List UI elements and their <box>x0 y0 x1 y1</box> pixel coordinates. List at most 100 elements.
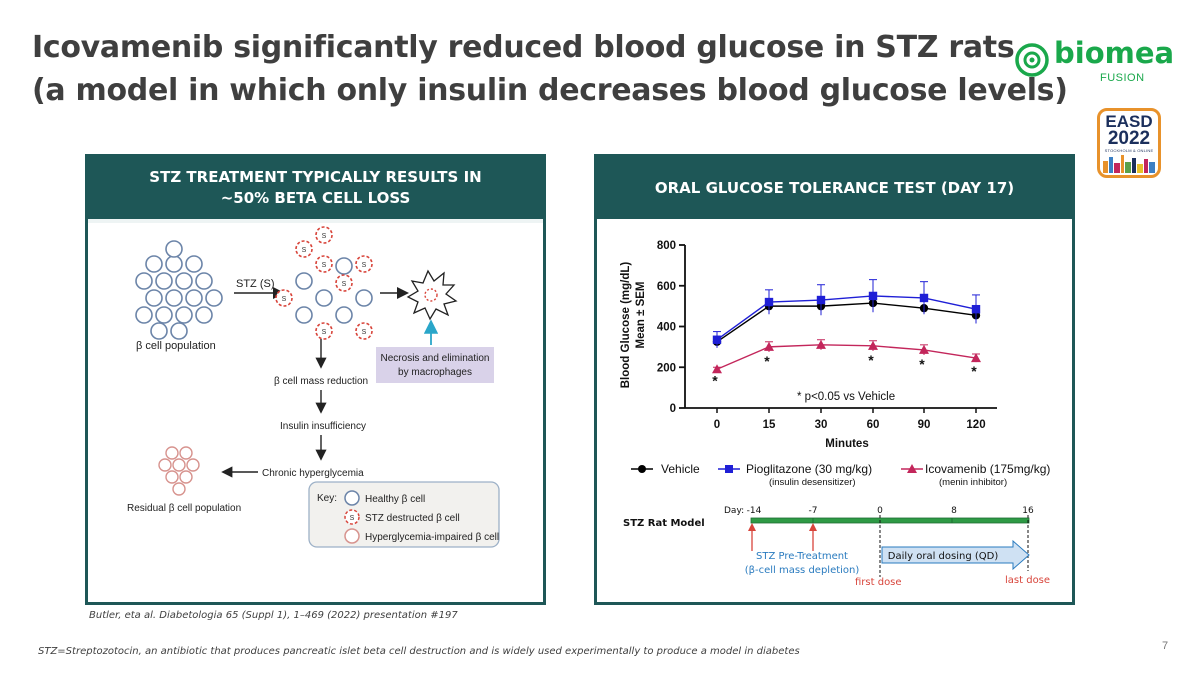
mass-reduction-label: β cell mass reduction <box>274 376 368 387</box>
x-tick-label: 0 <box>714 419 720 431</box>
y-tick-label: 200 <box>657 362 676 374</box>
stz-treatment-panel-header: STZ TREATMENT TYPICALLY RESULTS IN ~50% … <box>88 157 543 219</box>
legend-icovamenib: Icovamenib (175mg/kg) <box>925 462 1050 476</box>
data-point <box>971 304 981 314</box>
y-axis-subtitle: Mean ± SEM <box>635 281 647 348</box>
data-point <box>919 344 929 354</box>
first-dose-label: first dose <box>855 577 902 588</box>
stz-definition-footnote: STZ=Streptozotocin, an antibiotic that p… <box>38 646 800 657</box>
x-tick-label: 15 <box>763 419 776 431</box>
ogtt-chart-figure: Blood Glucose (mg/dL) Mean ± SEM Minutes… <box>620 240 1050 588</box>
key-healthy-label: Healthy β cell <box>365 494 425 505</box>
pretreatment-line2: (β-cell mass depletion) <box>745 565 860 576</box>
easd-badge-title: EASD <box>1105 112 1153 131</box>
key-impaired-label: Hyperglycemia-impaired β cell <box>365 532 499 543</box>
legend-pioglitazone-sub: (insulin desensitizer) <box>769 477 856 488</box>
x-axis-ticks: 0 15 30 60 90 120 <box>714 408 986 431</box>
diagram-key: Key: Healthy β cell S STZ destructed β c… <box>308 481 500 548</box>
data-point <box>712 335 722 344</box>
citation-footnote: Butler, eta al. Diabetologia 65 (Suppl 1… <box>89 610 458 621</box>
significance-asterisk: * <box>971 363 977 379</box>
biomea-logo-mark-icon <box>1015 43 1049 77</box>
pretreatment-line1: STZ Pre-Treatment <box>756 551 848 562</box>
slide-title: Icovamenib significantly reduced blood g… <box>32 26 1068 112</box>
s-marker: S <box>322 329 327 336</box>
data-point <box>764 297 774 307</box>
y-tick-label: 0 <box>670 403 676 415</box>
easd-badge-year: 2022 <box>1107 128 1151 149</box>
s-marker: S <box>282 296 287 303</box>
data-point <box>764 341 774 351</box>
y-tick-label: 600 <box>657 281 676 293</box>
series-line <box>716 295 977 341</box>
legend-vehicle: Vehicle <box>661 462 700 476</box>
ogtt-panel: ORAL GLUCOSE TOLERANCE TEST (DAY 17) Blo… <box>594 154 1075 605</box>
significance-asterisk: * <box>712 372 718 388</box>
dosing-timeline: STZ Rat Model Day: -14 -7 0 8 16 STZ Pre-Tre… <box>623 506 1050 588</box>
timeline-day: 8 <box>951 506 957 516</box>
biomea-logo-word: biomea <box>1054 36 1175 70</box>
biomea-logo: biomea FUSION <box>1014 36 1174 92</box>
page-number: 7 <box>1162 640 1169 652</box>
timeline-day: -14 <box>747 506 762 516</box>
x-tick-label: 30 <box>815 419 828 431</box>
data-point <box>712 364 722 374</box>
beta-cell-population-label: β cell population <box>136 340 216 352</box>
insulin-insufficiency-label: Insulin insufficiency <box>280 421 366 432</box>
necrosis-burst-icon <box>406 269 458 321</box>
significance-asterisk: * <box>868 352 874 368</box>
chart-axes <box>684 245 997 409</box>
legend-icovamenib-sub: (menin inhibitor) <box>939 477 1007 488</box>
legend-pioglitazone: Pioglitazone (30 mg/kg) <box>746 462 872 476</box>
s-marker: S <box>362 329 367 336</box>
timeline-day: 0 <box>877 506 883 516</box>
stz-treatment-panel: STZ TREATMENT TYPICALLY RESULTS IN ~50% … <box>85 154 546 605</box>
key-stz-label: STZ destructed β cell <box>365 513 460 524</box>
necrosis-label-line1: Necrosis and elimination <box>381 353 490 364</box>
y-axis-title: Blood Glucose (mg/dL) <box>620 262 632 389</box>
x-tick-label: 60 <box>867 419 880 431</box>
necrosis-label-line2: by macrophages <box>398 367 472 378</box>
key-title: Key: <box>317 493 337 504</box>
significance-markers: * * * * * <box>712 352 977 388</box>
daily-dosing-arrow <box>881 539 1030 571</box>
timeline-day-label: Day: <box>724 506 744 516</box>
data-point <box>868 291 878 301</box>
y-axis-ticks: 0 200 400 600 800 <box>657 240 685 415</box>
significance-note: * p<0.05 vs Vehicle <box>797 391 895 403</box>
significance-asterisk: * <box>764 353 770 369</box>
residual-population-label: Residual β cell population <box>127 503 241 514</box>
ogtt-panel-header: ORAL GLUCOSE TOLERANCE TEST (DAY 17) <box>597 157 1072 219</box>
s-marker: S <box>342 281 347 288</box>
easd-2022-badge: EASD 2022 STOCKHOLM & ONLINE <box>1097 108 1161 178</box>
ogtt-panel-title: ORAL GLUCOSE TOLERANCE TEST (DAY 17) <box>654 178 1015 197</box>
y-tick-label: 400 <box>657 322 676 334</box>
stz-arrow-label: STZ (S) <box>236 278 275 290</box>
slide-title-line2: (a model in which only insulin decreases… <box>32 73 1068 108</box>
s-marker: S <box>302 247 307 254</box>
timeline-day-labels: -14 -7 0 8 16 <box>747 506 1034 516</box>
data-point <box>971 353 981 363</box>
slide-title-line1: Icovamenib significantly reduced blood g… <box>32 30 1015 65</box>
data-point <box>868 340 878 350</box>
x-tick-label: 90 <box>918 419 931 431</box>
s-marker: S <box>362 262 367 269</box>
chart-series <box>712 279 981 374</box>
timeline-model-label: STZ Rat Model <box>623 518 705 529</box>
healthy-cell-cluster <box>135 240 223 340</box>
residual-cell-cluster <box>158 446 200 496</box>
s-marker: S <box>322 233 327 240</box>
data-point <box>816 339 826 349</box>
beta-cell-loss-diagram: β cell population STZ (S) S S S S S S <box>88 219 543 548</box>
daily-dosing-label: Daily oral dosing (QD) <box>888 551 999 562</box>
stz-treated-cluster: S S S S S S S S <box>275 226 373 340</box>
data-point <box>816 295 826 305</box>
stz-treatment-panel-title: STZ TREATMENT TYPICALLY RESULTS IN ~50% … <box>149 168 482 207</box>
chart-legend: Vehicle Pioglitazone (30 mg/kg) (insulin… <box>631 462 1050 488</box>
series-line <box>716 302 977 343</box>
x-tick-label: 120 <box>966 419 985 431</box>
data-point <box>919 293 929 303</box>
chronic-hyperglycemia-label: Chronic hyperglycemia <box>262 468 364 479</box>
s-marker: S <box>322 262 327 269</box>
key-s-marker: S <box>350 515 355 522</box>
